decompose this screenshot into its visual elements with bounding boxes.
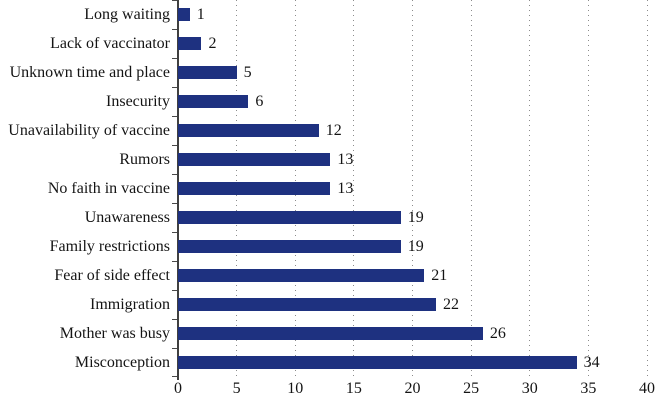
value-label: 34 <box>583 354 600 371</box>
x-tick-label: 30 <box>521 380 538 397</box>
bar <box>178 8 190 21</box>
category-axis-tick <box>172 290 177 291</box>
x-tick-label: 0 <box>174 380 182 397</box>
chart-row: Mother was busy 26 <box>60 319 647 348</box>
value-label: 21 <box>431 267 448 284</box>
category-axis-tick <box>172 348 177 349</box>
category-label: Rumors <box>119 151 170 168</box>
chart-row: Immigration 22 <box>90 290 647 319</box>
chart-row: Insecurity 6 <box>106 87 647 116</box>
value-label: 13 <box>337 180 354 197</box>
value-label: 2 <box>208 35 217 52</box>
gridline-x-20 <box>412 0 413 377</box>
bar <box>178 66 237 79</box>
category-label: Long waiting <box>84 6 170 23</box>
bar <box>178 95 249 108</box>
category-label: No faith in vaccine <box>47 180 170 197</box>
category-label: Immigration <box>90 296 170 313</box>
category-axis-tick <box>172 174 177 175</box>
value-label: 22 <box>442 296 459 313</box>
bar <box>178 298 436 311</box>
category-label: Lack of vaccinator <box>50 35 170 52</box>
value-label: 13 <box>337 151 354 168</box>
category-label: Unavailability of vaccine <box>8 122 170 139</box>
x-tick-label: 20 <box>404 380 421 397</box>
category-axis-tick <box>172 58 177 59</box>
value-label: 5 <box>243 64 252 81</box>
value-label: 6 <box>255 93 264 110</box>
category-label: Mother was busy <box>59 325 170 342</box>
x-tick-label: 15 <box>345 380 362 397</box>
category-axis-tick <box>172 261 177 262</box>
category-label: Fear of side effect <box>54 267 170 284</box>
plot-area: Long waiting 1 Lack of vaccinator 2 Unknown … <box>8 0 655 397</box>
category-axis-tick <box>172 87 177 88</box>
category-axis-tick <box>172 203 177 204</box>
bar <box>178 356 577 369</box>
chart-row: Misconception 34 <box>75 348 647 377</box>
chart-row: Long waiting 1 <box>84 0 647 29</box>
x-tick-label: 5 <box>232 380 241 397</box>
x-tick-label: 25 <box>463 380 480 397</box>
gridline-x-15 <box>353 0 355 377</box>
gridline-x-25 <box>470 0 472 377</box>
chart-row: Family restrictions 19 <box>50 232 647 261</box>
chart-row: Unawareness 19 <box>85 203 647 232</box>
gridline-x-35 <box>587 0 589 377</box>
value-label: 26 <box>489 325 506 342</box>
category-label: Unknown time and place <box>9 64 170 81</box>
category-axis-tick <box>172 145 177 146</box>
x-tick-label: 10 <box>287 380 304 397</box>
x-axis-tick-labels: 0 5 10 15 20 25 30 35 40 <box>174 379 655 401</box>
category-axis-tick <box>172 116 177 117</box>
category-axis-tick <box>172 29 177 30</box>
chart-row: Lack of vaccinator 2 <box>50 29 647 58</box>
bar <box>178 153 331 166</box>
bar <box>178 182 331 195</box>
category-axis-tick <box>172 232 177 233</box>
category-axis-tick <box>172 0 177 1</box>
value-label: 1 <box>196 6 205 23</box>
x-tick-label: 40 <box>639 380 655 397</box>
chart-row: Rumors 13 <box>119 145 647 174</box>
chart-row: No faith in vaccine 13 <box>48 174 647 203</box>
bar <box>178 327 483 340</box>
chart-row: Unavailability of vaccine 12 <box>8 116 647 145</box>
bar <box>178 37 202 50</box>
value-label: 19 <box>407 238 424 255</box>
bar <box>178 124 319 137</box>
category-label: Unawareness <box>84 209 170 226</box>
chart-row: Fear of side effect 21 <box>54 261 647 290</box>
category-label: Misconception <box>74 354 170 371</box>
gridline-x-30 <box>529 0 531 377</box>
bar <box>178 269 425 282</box>
category-label: Insecurity <box>106 93 170 110</box>
chart-row: Unknown time and place 5 <box>10 58 647 87</box>
bar <box>178 240 401 253</box>
gridline-x-40 <box>646 0 648 377</box>
value-label: 19 <box>407 209 424 226</box>
bar <box>178 211 401 224</box>
x-tick-label: 35 <box>580 380 597 397</box>
value-label: 12 <box>325 122 342 139</box>
category-axis-tick <box>172 376 177 377</box>
category-label: Family restrictions <box>49 238 170 255</box>
category-axis-tick <box>172 319 177 320</box>
